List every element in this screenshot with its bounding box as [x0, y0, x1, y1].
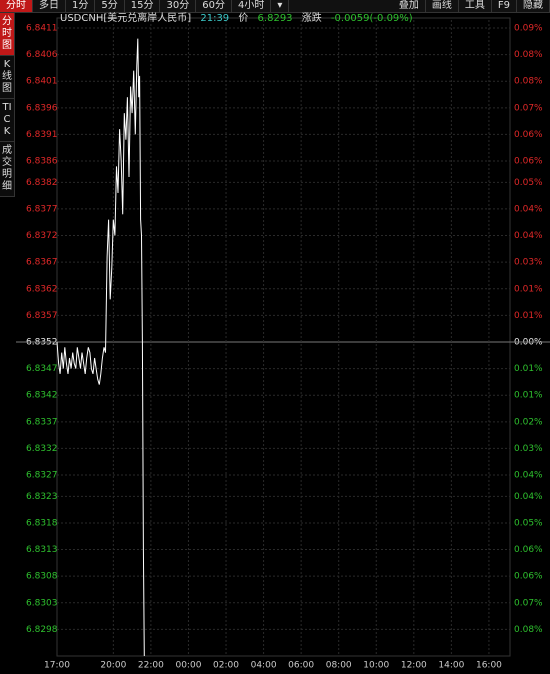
toolbar-button[interactable]: 隐藏 [517, 0, 550, 12]
x-tick-label: 04:00 [251, 661, 277, 671]
toolbar-button[interactable]: 30分 [160, 0, 197, 12]
y2-tick-label: 0.09% [514, 23, 543, 33]
x-tick-label: 08:00 [326, 661, 352, 671]
y2-tick-label: 0.03% [514, 258, 543, 268]
y2-tick-label: 0.02% [514, 417, 543, 427]
y-tick-label: 6.8323 [26, 492, 58, 502]
change-label: 涨跌 [301, 13, 322, 24]
y2-tick-label: 0.08% [514, 625, 543, 635]
toolbar-button[interactable]: F9 [492, 0, 517, 12]
toolbar-button[interactable]: 工具 [459, 0, 492, 12]
y-tick-label: 6.8377 [26, 204, 58, 214]
y-tick-label: 6.8372 [26, 231, 58, 241]
y-tick-label: 6.8347 [26, 364, 58, 374]
y2-tick-label: 0.03% [514, 444, 543, 454]
y2-tick-label: 0.06% [514, 545, 543, 555]
x-tick-label: 12:00 [401, 661, 427, 671]
y2-tick-label: 0.08% [514, 50, 543, 60]
x-tick-label: 16:00 [476, 661, 502, 671]
toolbar: 分时 多日 1分 5分 15分 30分 60分 4小时 ▾ 叠加 画线 工具 F9 隐藏 [0, 0, 550, 13]
y-tick-label: 6.8382 [26, 178, 58, 188]
toolbar-button[interactable]: 叠加 [393, 0, 426, 12]
toolbar-button[interactable]: 4小时 [232, 0, 272, 12]
y-tick-label: 6.8342 [26, 391, 58, 401]
price-line [56, 38, 145, 657]
x-tick-label: 20:00 [100, 661, 126, 671]
y-tick-label: 6.8318 [26, 518, 58, 528]
x-tick-label: 00:00 [175, 661, 201, 671]
spacer [289, 0, 393, 12]
x-tick-label: 14:00 [438, 661, 464, 671]
side-tab[interactable]: TICK [0, 99, 15, 142]
plot-frame [56, 17, 511, 657]
x-tick-label: 17:00 [44, 661, 70, 671]
y2-tick-label: 0.04% [514, 492, 543, 502]
y-tick-label: 6.8303 [26, 598, 58, 608]
side-tab[interactable]: 分时图 [0, 13, 15, 56]
y2-tick-label: 0.04% [514, 471, 543, 481]
y2-tick-label: 0.01% [514, 364, 543, 374]
x-tick-label: 10:00 [363, 661, 389, 671]
x-tick-label: 22:00 [138, 661, 164, 671]
toolbar-button[interactable]: 5分 [95, 0, 125, 12]
y-tick-label: 6.8332 [26, 444, 58, 454]
y2-tick-label: 0.08% [514, 77, 543, 87]
y2-tick-label: 0.05% [514, 178, 543, 188]
quote-header: USDCNH[美元兑离岸人民币] 21:39 价 6.8293 涨跌 -0.00… [60, 13, 419, 25]
toolbar-button[interactable]: 60分 [196, 0, 232, 12]
y2-tick-label: 0.06% [514, 572, 543, 582]
y2-tick-label: 0.06% [514, 130, 543, 140]
y2-tick-label: 0.04% [514, 204, 543, 214]
toolbar-button[interactable]: 1分 [66, 0, 96, 12]
side-tab[interactable]: K线图 [0, 56, 15, 99]
y-tick-label: 6.8391 [26, 130, 58, 140]
toolbar-button[interactable]: 分时 [0, 0, 33, 12]
y2-tick-label: 0.01% [514, 391, 543, 401]
y-tick-label: 6.8401 [26, 77, 58, 87]
y-tick-label: 6.8327 [26, 471, 58, 481]
y-tick-label: 6.8396 [26, 103, 58, 113]
time: 21:39 [200, 13, 230, 24]
y-tick-label: 6.8367 [26, 258, 58, 268]
y-tick-label: 6.8298 [26, 625, 58, 635]
y-tick-label: 6.8337 [26, 417, 58, 427]
side-tabs: 分时图 K线图 TICK 成交明细 [0, 13, 15, 197]
price: 6.8293 [257, 13, 293, 24]
y2-tick-label: 0.01% [514, 284, 543, 294]
price-label: 价 [238, 13, 249, 24]
y2-tick-label: 0.07% [514, 598, 543, 608]
toolbar-button[interactable]: ▾ [271, 0, 290, 12]
y-tick-label: 6.8406 [26, 50, 58, 60]
y-tick-label: 6.8313 [26, 545, 58, 555]
y-tick-label: 6.8411 [26, 23, 58, 33]
y-tick-label: 6.8308 [26, 572, 58, 582]
y2-tick-label: 0.07% [514, 103, 543, 113]
y2-tick-label: 0.05% [514, 518, 543, 528]
y-tick-label: 6.8362 [26, 284, 58, 294]
toolbar-button[interactable]: 画线 [426, 0, 459, 12]
toolbar-button[interactable]: 15分 [125, 0, 161, 12]
side-tab[interactable]: 成交明细 [0, 142, 15, 197]
x-tick-label: 02:00 [213, 661, 239, 671]
y2-tick-label: 0.01% [514, 311, 543, 321]
y-tick-label: 6.8386 [26, 157, 58, 167]
change: -0.0059(-0.09%) [330, 13, 413, 24]
toolbar-button[interactable]: 多日 [33, 0, 66, 12]
y2-tick-label: 0.04% [514, 231, 543, 241]
y-tick-label: 6.8357 [26, 311, 58, 321]
x-tick-label: 06:00 [288, 661, 314, 671]
y2-tick-label: 0.06% [514, 157, 543, 167]
symbol: USDCNH[美元兑离岸人民币] [60, 13, 192, 24]
